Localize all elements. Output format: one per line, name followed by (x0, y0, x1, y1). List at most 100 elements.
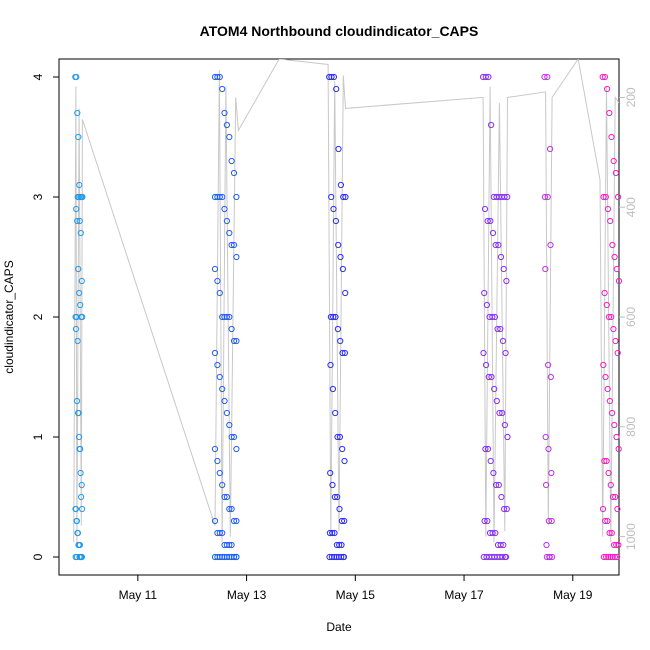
data-point (230, 169, 238, 177)
data-point (603, 553, 610, 561)
data-point (491, 385, 498, 393)
secondary-y-tick-label: 200 (624, 87, 638, 107)
series-burst-5 (541, 73, 556, 561)
data-point (230, 517, 238, 525)
data-point (602, 193, 609, 201)
data-point (609, 553, 616, 561)
data-point (332, 409, 339, 417)
x-tick-label: May 13 (227, 588, 267, 602)
data-point (73, 397, 81, 405)
data-point (226, 421, 233, 429)
data-point (612, 493, 619, 501)
data-point (76, 181, 83, 189)
data-point (614, 553, 621, 561)
data-point (548, 469, 555, 477)
secondary-y-tick-label: 400 (624, 197, 638, 217)
data-point (613, 433, 620, 441)
data-point (503, 505, 510, 513)
data-point (545, 445, 552, 453)
chart-title: ATOM4 Northbound cloudindicator_CAPS (200, 23, 479, 39)
data-point (544, 193, 551, 201)
data-point (329, 385, 336, 393)
data-point (328, 73, 335, 81)
data-point (330, 205, 337, 213)
data-point (489, 529, 496, 537)
data-point (334, 325, 341, 333)
data-point (611, 421, 618, 429)
data-point (601, 73, 609, 81)
data-point (610, 541, 618, 549)
data-point (333, 85, 340, 93)
data-point (335, 553, 342, 561)
data-point (228, 541, 235, 549)
data-point (480, 349, 487, 357)
data-point (329, 481, 336, 489)
data-point (493, 397, 500, 405)
data-point (543, 541, 550, 549)
data-point (609, 493, 617, 501)
data-point (599, 505, 607, 513)
data-point (337, 253, 344, 261)
data-point (228, 505, 235, 513)
data-point (214, 277, 221, 285)
data-point (483, 301, 490, 309)
data-point (606, 529, 613, 537)
data-point (606, 109, 613, 117)
data-point (548, 517, 555, 525)
data-point (230, 433, 238, 441)
data-point (600, 361, 607, 369)
data-point (223, 217, 230, 225)
data-point (226, 133, 233, 141)
data-point (500, 265, 507, 273)
data-point (490, 469, 497, 477)
data-point (601, 289, 608, 297)
data-point (79, 193, 86, 201)
data-point (77, 301, 84, 309)
data-point (489, 313, 496, 321)
data-point (613, 541, 620, 549)
data-point (547, 145, 554, 153)
data-point (72, 505, 79, 513)
data-point (223, 493, 230, 501)
data-point (600, 193, 607, 201)
data-point (608, 313, 615, 321)
data-point (609, 409, 616, 417)
data-point (545, 517, 553, 525)
data-point (335, 145, 342, 153)
data-point (492, 241, 499, 249)
data-point (78, 481, 85, 489)
data-point (327, 469, 334, 477)
data-point (340, 193, 347, 201)
data-point (604, 385, 611, 393)
y-tick-label: 1 (31, 433, 45, 440)
data-point (233, 517, 240, 525)
data-point (223, 409, 230, 417)
data-point (542, 265, 549, 273)
data-point (73, 517, 80, 525)
series-burst-6 (599, 73, 623, 561)
data-point (481, 517, 488, 525)
data-point (216, 529, 223, 537)
data-point (226, 229, 233, 237)
data-point (342, 289, 349, 297)
data-point (541, 193, 549, 201)
data-point (233, 253, 240, 261)
data-point (499, 409, 506, 417)
data-point (336, 433, 343, 441)
data-point (74, 109, 81, 117)
data-point (542, 433, 549, 441)
data-point (73, 73, 80, 81)
data-point (501, 193, 508, 201)
data-point (602, 517, 609, 525)
data-point (602, 373, 609, 381)
data-point (611, 253, 618, 261)
data-point (488, 121, 495, 129)
data-point (484, 217, 491, 225)
data-point (612, 337, 619, 345)
data-point (502, 553, 509, 561)
data-point (77, 469, 84, 477)
series-burst-2 (211, 73, 240, 561)
data-point (599, 73, 606, 81)
data-point (339, 349, 346, 357)
